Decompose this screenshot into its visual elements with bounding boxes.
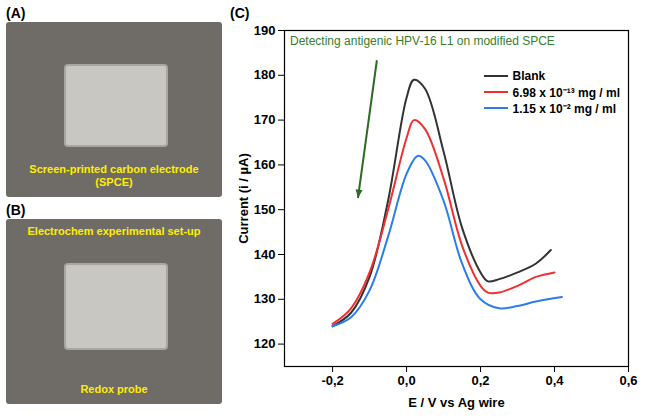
svg-text:150: 150 <box>254 202 276 217</box>
svg-text:170: 170 <box>254 112 276 127</box>
svg-text:120: 120 <box>254 336 276 351</box>
html-text:Electrochem experimental set-u: Electrochem experimental set-up <box>27 225 201 237</box>
html-text:(B): (B) <box>6 202 26 218</box>
svg-text:Current (i / µA): Current (i / µA) <box>236 153 251 244</box>
svg-text:160: 160 <box>254 157 276 172</box>
html-text:Blank: Blank <box>512 69 546 83</box>
html-text:1.15 x 10⁻² mg / ml: 1.15 x 10⁻² mg / ml <box>512 101 616 116</box>
html-text:Screen-printed carbon electrod: Screen-printed carbon electrode (SPCE) <box>29 163 199 188</box>
svg-text:0,0: 0,0 <box>398 373 416 388</box>
svg-text:190: 190 <box>254 23 276 38</box>
svg-text:180: 180 <box>254 67 276 82</box>
html-text:6.98 x 10⁻¹³ mg / ml: 6.98 x 10⁻¹³ mg / ml <box>512 85 620 100</box>
svg-text:0,2: 0,2 <box>472 373 490 388</box>
svg-text:-0,2: -0,2 <box>321 373 343 388</box>
svg-text:E / V vs Ag wire: E / V vs Ag wire <box>408 395 504 410</box>
html-text:Redox probe: Redox probe <box>80 383 148 395</box>
svg-text:0,4: 0,4 <box>545 373 564 388</box>
html-text:(C): (C) <box>230 5 250 21</box>
html-text:(A): (A) <box>6 5 26 21</box>
html-text:Detecting antigenic HPV-16 L1: Detecting antigenic HPV-16 L1 on modifie… <box>290 34 555 48</box>
svg-text:130: 130 <box>254 291 276 306</box>
svg-text:0,6: 0,6 <box>619 373 637 388</box>
svg-text:140: 140 <box>254 247 276 262</box>
